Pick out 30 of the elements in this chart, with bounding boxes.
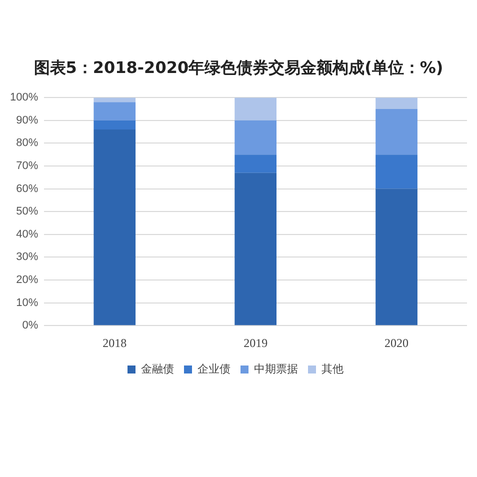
y-tick-label: 80% (16, 137, 38, 150)
bar (94, 130, 136, 326)
bar (376, 98, 418, 109)
bar (234, 98, 276, 120)
y-tick-label: 0% (22, 320, 38, 332)
bar (234, 172, 276, 326)
bar (234, 154, 276, 173)
y-tick-label: 70% (16, 160, 38, 172)
bar (376, 188, 418, 326)
bar (94, 102, 136, 120)
y-tick-label: 40% (16, 228, 38, 240)
legend-label: 其他 (322, 362, 344, 376)
bar (234, 120, 276, 155)
y-tick-label: 60% (16, 182, 38, 195)
legend-label: 金融债 (141, 364, 174, 376)
y-tick-label: 100% (10, 92, 38, 104)
chart-title: 图表5：2018-2020年绿色债券交易金额构成(单位：%) (32, 58, 444, 79)
bar (376, 154, 418, 189)
y-tick-label: 20% (16, 274, 38, 286)
y-tick-label: 30% (16, 251, 38, 264)
legend-label: 中期票据 (254, 362, 298, 376)
bar (376, 109, 418, 155)
y-tick-label: 10% (16, 296, 38, 309)
bar (94, 120, 136, 130)
x-tick-label: 2020 (384, 336, 409, 350)
x-tick-label: 2019 (244, 336, 268, 350)
y-tick-label: 50% (16, 206, 38, 218)
y-tick-label: 90% (16, 114, 38, 126)
x-tick-label: 2018 (102, 336, 127, 350)
legend-label: 企业债 (198, 362, 230, 376)
